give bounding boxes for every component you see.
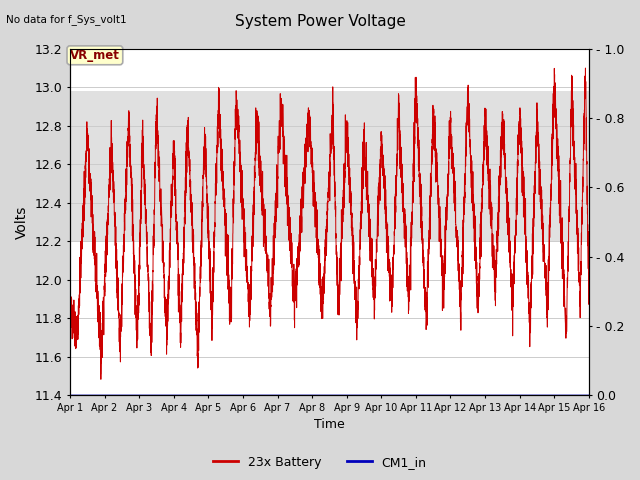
Bar: [70, 91, 589, 241]
Text: System Power Voltage: System Power Voltage: [235, 14, 405, 29]
Y-axis label: Volts: Volts: [15, 205, 29, 239]
Text: VR_met: VR_met: [70, 49, 120, 62]
X-axis label: Time: Time: [314, 419, 345, 432]
Text: No data for f_Sys_volt1: No data for f_Sys_volt1: [6, 14, 127, 25]
Legend: 23x Battery, CM1_in: 23x Battery, CM1_in: [208, 451, 432, 474]
